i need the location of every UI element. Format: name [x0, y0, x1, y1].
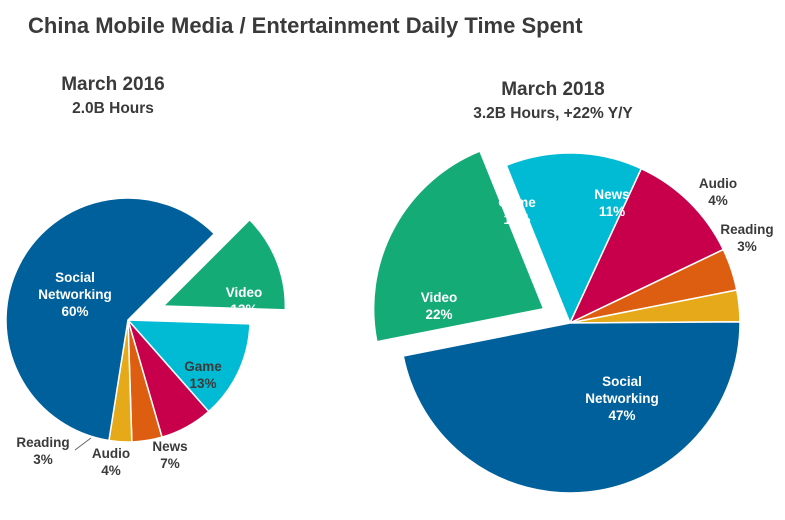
pie1-slice-game [126, 319, 251, 413]
pie2-title: March 2018 [501, 79, 605, 100]
pie1-label-news: News 7% [152, 439, 187, 471]
pie2-label-news: News 11% [594, 187, 629, 219]
pie1-label-video: Video 13% [226, 285, 263, 317]
pie2-subtitle: 3.2B Hours, +22% Y/Y [473, 105, 633, 122]
pie1-label-reading: Reading 3% [16, 435, 69, 467]
pie1-label-audio: Audio 4% [92, 446, 130, 478]
pie2-slice-video [372, 150, 545, 343]
pie1-slice-social-networking [5, 197, 216, 442]
pie2-label-video: Video 22% [421, 290, 458, 322]
pie1-label-social-networking: Social Networking 60% [38, 270, 112, 319]
pie1-slice-video [161, 218, 287, 311]
pie2-label-reading: Reading 3% [720, 222, 773, 254]
pie1-leader-reading [74, 437, 92, 451]
pie2-slice-game [505, 152, 643, 325]
pie-march-2016 [5, 197, 287, 443]
slice-labels: Video 13% Game 13% News 7% Audio 4% Reading 3% Soc… [16, 176, 773, 478]
pie-march-2018 [372, 150, 741, 494]
chart-title: China Mobile Media / Entertainment Daily… [28, 13, 583, 38]
pie2-label-social-networking: Social Networking 47% [585, 374, 659, 423]
pie1-subtitle: 2.0B Hours [72, 100, 154, 117]
pie2-label-audio: Audio 4% [699, 176, 737, 208]
pie2-slice-social-networking [402, 321, 741, 494]
pie1-label-game: Game 13% [184, 359, 222, 391]
pie2-slice-news [568, 167, 725, 325]
pie2-label-game: Game 13% [498, 195, 536, 227]
pie1-title: March 2016 [61, 74, 165, 95]
